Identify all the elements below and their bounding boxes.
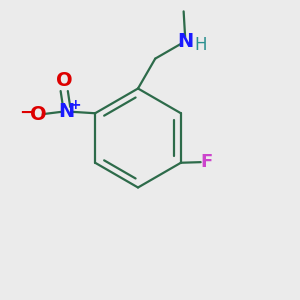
Text: O: O bbox=[30, 105, 46, 124]
Text: −: − bbox=[19, 104, 34, 122]
Text: O: O bbox=[56, 71, 73, 90]
Text: N: N bbox=[58, 102, 75, 121]
Text: +: + bbox=[69, 98, 81, 112]
Text: H: H bbox=[194, 36, 207, 54]
Text: N: N bbox=[177, 32, 193, 51]
Text: F: F bbox=[200, 153, 213, 171]
